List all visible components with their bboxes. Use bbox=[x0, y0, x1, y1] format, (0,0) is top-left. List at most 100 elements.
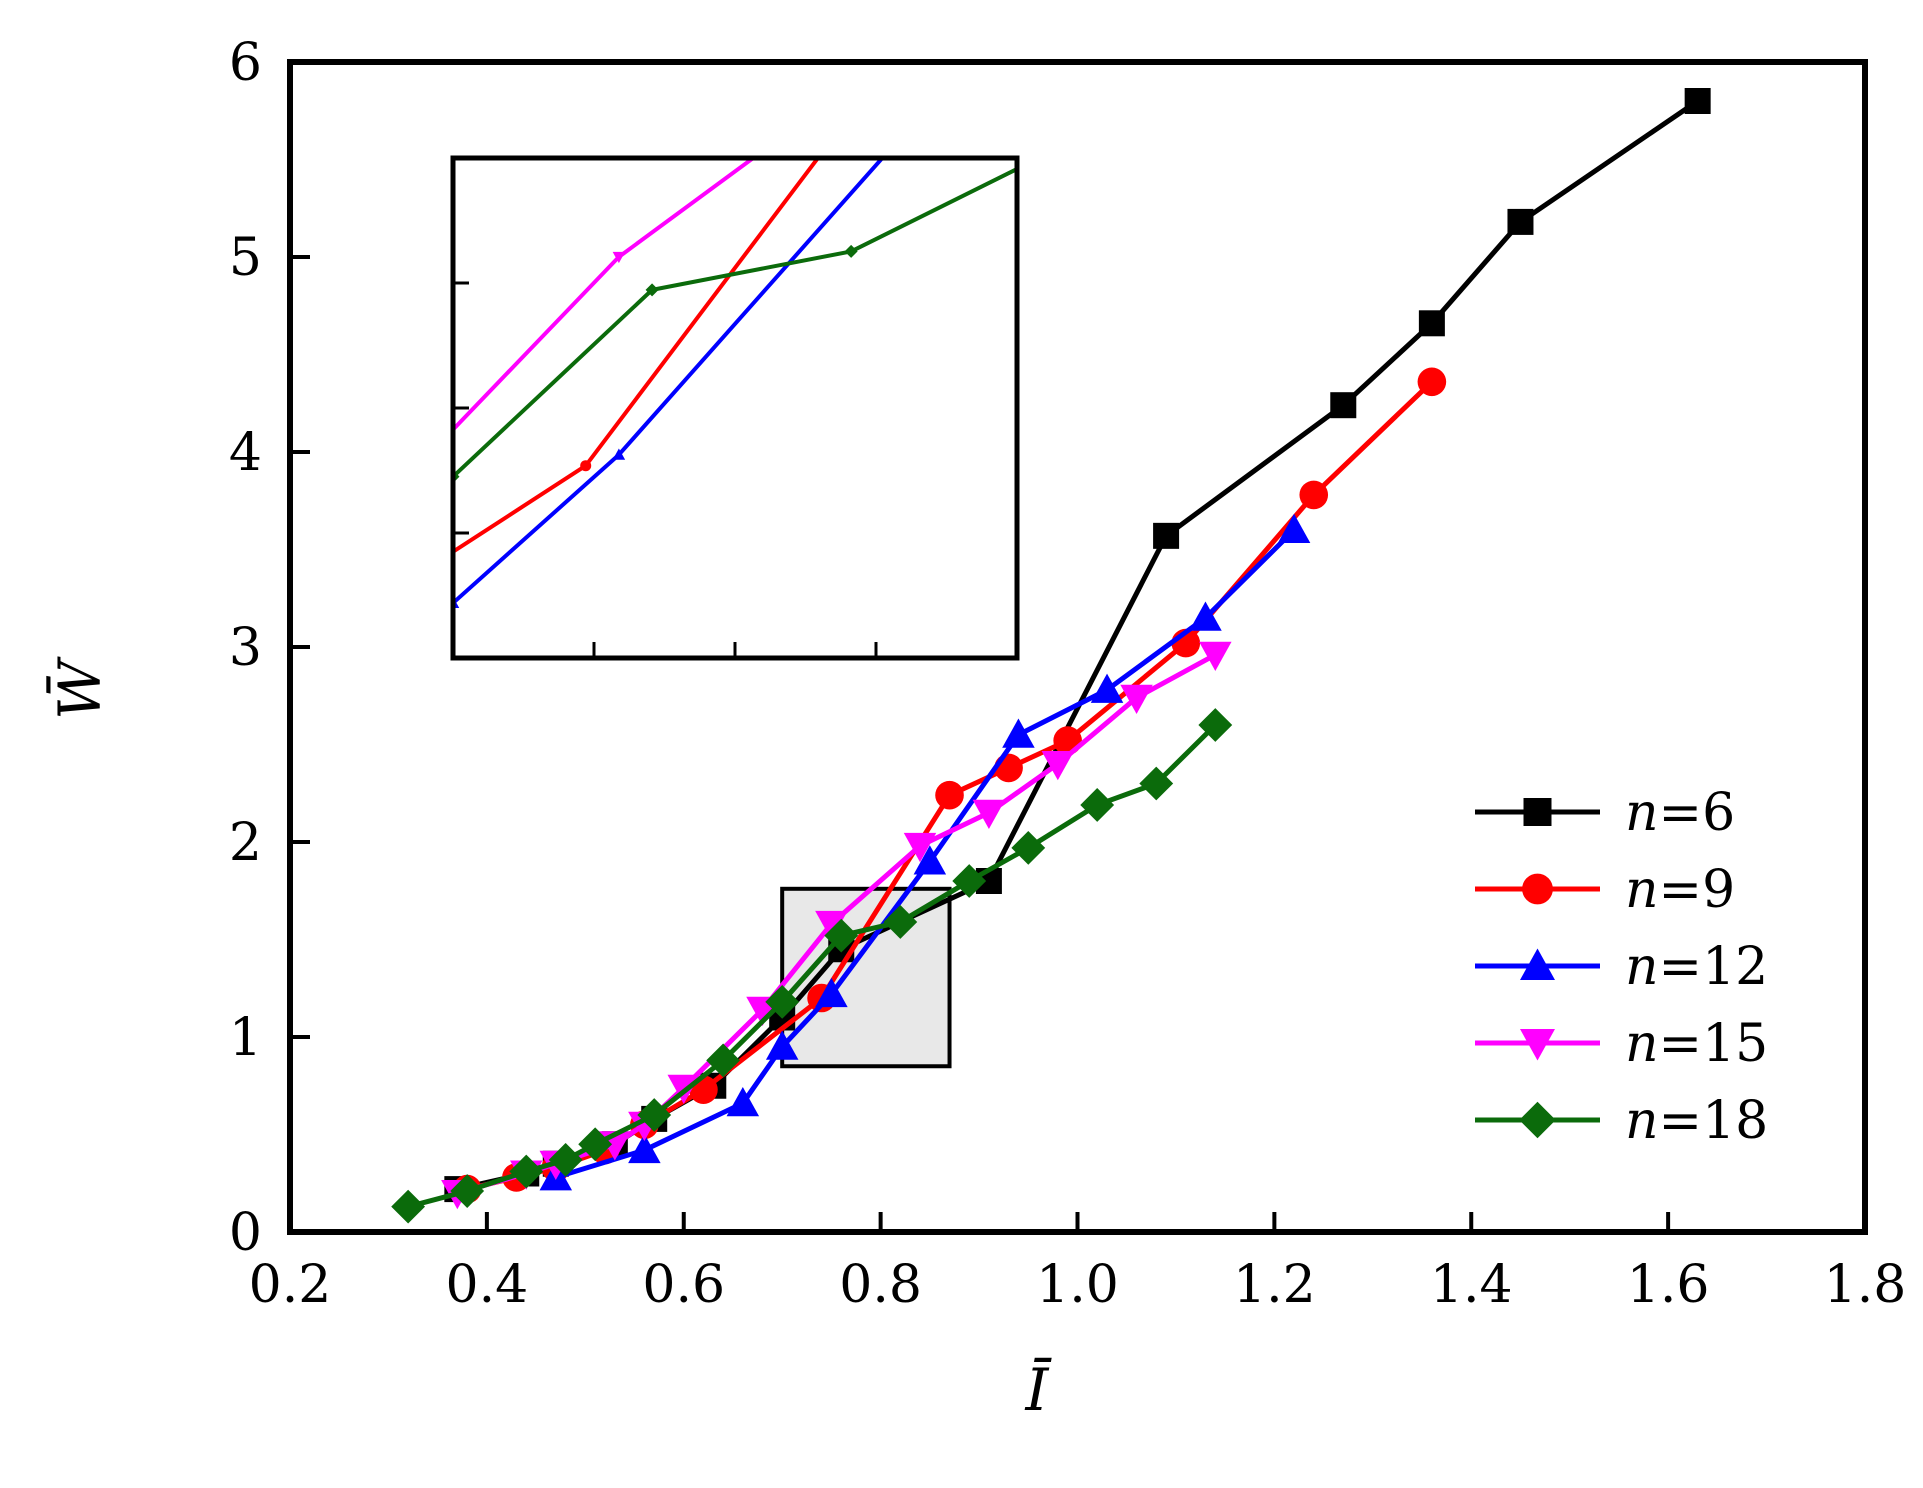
x-tick-label: 1.6 bbox=[1627, 1255, 1710, 1315]
y-tick-label: 6 bbox=[229, 33, 262, 93]
inset-series-n-9 bbox=[453, 158, 821, 555]
legend-entry-n-6: n=6 bbox=[1475, 783, 1735, 843]
legend-label-var: n bbox=[1625, 1014, 1659, 1074]
data-point bbox=[765, 985, 800, 1019]
legend-entry-n-12: n=12 bbox=[1475, 937, 1768, 997]
data-point bbox=[1153, 522, 1180, 549]
legend-marker bbox=[1523, 798, 1552, 826]
legend-marker bbox=[1519, 1101, 1556, 1139]
data-point bbox=[1198, 708, 1233, 742]
data-point bbox=[1299, 480, 1329, 510]
x-tick-label: 0.4 bbox=[446, 1255, 529, 1315]
legend-entry-n-18: n=18 bbox=[1475, 1091, 1768, 1151]
data-point bbox=[1011, 830, 1046, 865]
x-tick-label: 0.8 bbox=[839, 1255, 922, 1315]
legend-label-value: =9 bbox=[1659, 860, 1736, 920]
data-point bbox=[824, 918, 859, 953]
legend-label-var: n bbox=[1625, 937, 1659, 997]
legend-label-value: =6 bbox=[1659, 783, 1736, 843]
data-point bbox=[1277, 513, 1311, 543]
data-point bbox=[391, 1189, 426, 1224]
legend-label: n=12 bbox=[1625, 937, 1768, 997]
legend-entry-n-9: n=9 bbox=[1475, 860, 1735, 920]
data-point bbox=[952, 864, 987, 898]
legend-label-var: n bbox=[1625, 783, 1659, 843]
legend-marker bbox=[1520, 1029, 1555, 1061]
data-point bbox=[726, 1087, 760, 1117]
inset-highlight-region bbox=[780, 886, 952, 1069]
inset-data-point bbox=[580, 460, 592, 472]
legend-label-value: =12 bbox=[1659, 937, 1769, 997]
legend-marker bbox=[1520, 948, 1555, 980]
legend: n=6n=9n=12n=15n=18 bbox=[1475, 783, 1768, 1151]
inset-layer bbox=[450, 155, 1020, 661]
zoom-region-rect bbox=[780, 886, 952, 1069]
data-point bbox=[972, 799, 1006, 829]
x-tick-label: 0.6 bbox=[642, 1255, 725, 1315]
x-tick-label: 1.8 bbox=[1824, 1255, 1907, 1315]
data-point bbox=[1684, 88, 1711, 114]
y-tick-label: 5 bbox=[229, 228, 262, 288]
data-point bbox=[637, 1098, 672, 1132]
inset-data-point bbox=[612, 448, 626, 460]
data-point bbox=[765, 1030, 799, 1060]
legend-label-value: =15 bbox=[1659, 1014, 1769, 1074]
y-tick-label: 2 bbox=[229, 813, 262, 873]
inset-series bbox=[453, 158, 1017, 609]
y-tick-label: 3 bbox=[229, 618, 262, 678]
data-point bbox=[1090, 673, 1124, 703]
legend-label-var: n bbox=[1625, 860, 1659, 920]
data-point bbox=[815, 977, 848, 1008]
y-axis-title: W̄ bbox=[45, 656, 114, 720]
y-tick-label: 0 bbox=[229, 1203, 262, 1263]
inset-background bbox=[453, 158, 1017, 658]
data-point bbox=[548, 1142, 583, 1177]
data-point bbox=[1041, 751, 1075, 781]
data-point bbox=[1189, 601, 1222, 631]
legend-label-value: =18 bbox=[1659, 1091, 1769, 1151]
series-n-18 bbox=[391, 708, 1233, 1224]
data-point bbox=[578, 1127, 613, 1162]
data-point bbox=[1002, 718, 1035, 748]
legend-label: n=6 bbox=[1625, 783, 1735, 843]
inset-series-n-15 bbox=[453, 158, 757, 433]
inset-data-point bbox=[612, 251, 626, 264]
legend-label: n=15 bbox=[1625, 1014, 1768, 1074]
x-axis-title: Ī bbox=[1025, 1356, 1053, 1424]
legend-label: n=9 bbox=[1625, 860, 1735, 920]
legend-entry-n-15: n=15 bbox=[1475, 1014, 1768, 1074]
data-point bbox=[1080, 788, 1115, 822]
data-point bbox=[1199, 641, 1232, 672]
inset-series-line bbox=[453, 158, 886, 607]
data-point bbox=[1330, 392, 1357, 419]
data-point bbox=[1139, 766, 1174, 801]
data-point bbox=[1053, 726, 1082, 755]
data-point bbox=[883, 905, 918, 939]
x-tick-label: 1.4 bbox=[1430, 1255, 1513, 1315]
x-tick-label: 1.2 bbox=[1233, 1255, 1316, 1315]
data-point bbox=[628, 1133, 661, 1164]
data-point bbox=[994, 753, 1023, 783]
legend-label: n=18 bbox=[1625, 1091, 1768, 1151]
data-point bbox=[1507, 208, 1534, 235]
legend-label-var: n bbox=[1625, 1091, 1659, 1151]
data-point bbox=[1418, 310, 1445, 337]
inset-data-point bbox=[844, 244, 858, 258]
data-point bbox=[509, 1154, 544, 1189]
inset-data-point bbox=[645, 283, 659, 297]
data-point bbox=[903, 832, 937, 863]
data-point bbox=[935, 780, 964, 810]
x-tick-label: 0.2 bbox=[249, 1255, 332, 1315]
data-point bbox=[450, 1174, 485, 1208]
y-tick-label: 1 bbox=[229, 1008, 262, 1068]
data-point bbox=[706, 1043, 741, 1078]
x-tick-label: 1.0 bbox=[1036, 1255, 1119, 1315]
data-point bbox=[913, 845, 947, 875]
inset-series-n-18 bbox=[453, 166, 1017, 484]
axes-layer: 0.2 0.4 0.6 0.8 1.0 1.2 1.4 1.6 1.8 0 1 2 3 4 5 6 bbox=[229, 33, 1906, 1315]
legend-marker bbox=[1522, 873, 1553, 905]
y-tick-label: 4 bbox=[229, 423, 262, 483]
data-point bbox=[815, 910, 848, 941]
data-point bbox=[1120, 684, 1153, 714]
